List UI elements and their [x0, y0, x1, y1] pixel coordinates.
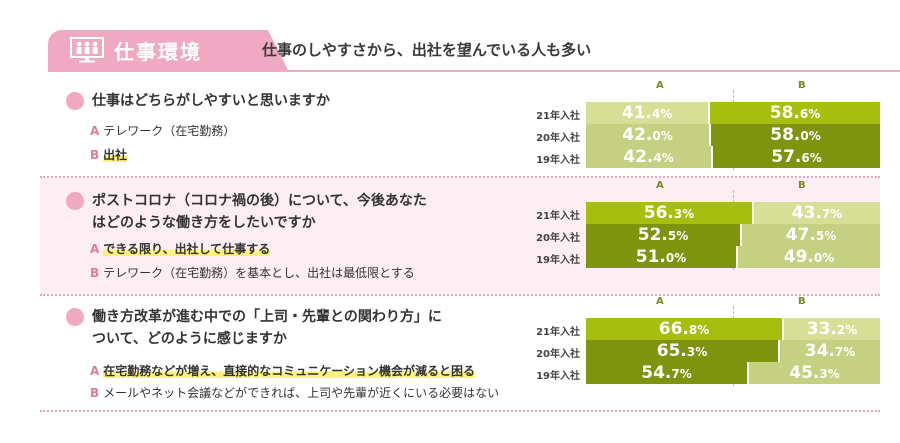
page-title: 仕事環境: [114, 40, 202, 64]
series-label-a: A: [656, 80, 664, 91]
page-subtitle: 仕事のしやすさから、出社を望んでいる人も多い: [262, 41, 592, 59]
option-text: メールやネット会議などができれば、上司や先輩が近くにいる必要はない: [103, 386, 500, 400]
answer-option-a: A テレワーク（在宅勤務）: [90, 122, 235, 139]
option-text: できる限り、出社して仕事する: [103, 242, 271, 256]
row-label: 21年入社: [536, 327, 580, 338]
series-label-b: B: [798, 296, 806, 307]
data-label: 42.4%: [623, 147, 674, 167]
data-label: 42.0%: [622, 125, 673, 145]
bar-b: 58.6%: [710, 102, 880, 124]
question-text: 働き方改革が進む中での「上司・先輩との関わり方」について、どのように感じますか: [66, 306, 452, 350]
row-label: 19年入社: [536, 155, 580, 166]
option-key: B: [90, 266, 100, 280]
data-label: 47.5%: [785, 225, 837, 245]
option-key: B: [90, 148, 100, 162]
question-label: 働き方改革が進む中での「上司・先輩との関わり方」について、どのように感じますか: [92, 309, 442, 347]
row-label: 21年入社: [536, 111, 580, 122]
option-key: B: [90, 386, 100, 400]
data-label: 43.7%: [791, 203, 843, 223]
question-block: 仕事はどちらがしやすいと思いますか A テレワーク（在宅勤務） B 出社 A B 21年入社 4…: [40, 80, 880, 190]
bar-a: 66.8%: [586, 318, 782, 340]
question-text: ポストコロナ（コロナ禍の後）について、今後あなたはどのような働き方をしたいですか: [66, 190, 432, 234]
series-label-b: B: [798, 80, 806, 91]
question-bullet: [66, 192, 84, 210]
data-label: 34.7%: [804, 341, 856, 361]
header-tab: 仕事環境: [48, 30, 288, 70]
question-text: 仕事はどちらがしやすいと思いますか: [66, 90, 452, 112]
data-label: 65.3%: [656, 341, 708, 361]
header-underline: [48, 70, 900, 72]
answer-option-b: B 出社: [90, 146, 128, 163]
answer-option-b: B テレワーク（在宅勤務）を基本とし、出社は最低限とする: [90, 264, 415, 281]
bar-b: 58.0%: [711, 124, 880, 146]
data-label: 57.6%: [771, 147, 822, 167]
bar-b: 49.0%: [738, 246, 880, 268]
option-text: テレワーク（在宅勤務）: [103, 124, 236, 138]
row-label: 19年入社: [536, 255, 580, 266]
row-label: 20年入社: [536, 233, 580, 244]
bar-a: 42.0%: [586, 124, 709, 146]
bar-a: 51.0%: [586, 246, 736, 268]
option-key: A: [90, 364, 100, 378]
bar-a: 42.4%: [586, 146, 711, 168]
question-bullet: [66, 308, 84, 326]
data-label: 54.7%: [641, 363, 692, 383]
series-label-a: A: [656, 296, 664, 307]
section-header: 仕事環境 仕事のしやすさから、出社を望んでいる人も多い: [40, 30, 900, 72]
section-divider: [40, 176, 880, 178]
option-text: 出社: [103, 148, 128, 162]
series-label-b: B: [798, 180, 806, 191]
answer-option-a: A できる限り、出社して仕事する: [90, 240, 271, 257]
bar-b: 43.7%: [754, 202, 880, 224]
series-label-a: A: [656, 180, 664, 191]
data-label: 58.6%: [769, 103, 821, 123]
data-label: 52.5%: [637, 225, 689, 245]
question-label: ポストコロナ（コロナ禍の後）について、今後あなたはどのような働き方をしたいですか: [92, 193, 427, 231]
bar-b: 33.2%: [784, 318, 880, 340]
stacked-bar-chart: A B 21年入社 66.8% 33.2% 20年入社 65.3% 34.7% 19年入社 54.…: [530, 296, 880, 388]
bar-b: 47.5%: [742, 224, 880, 246]
answer-option-b: B メールやネット会議などができれば、上司や先輩が近くにいる必要はない: [90, 384, 499, 401]
row-label: 20年入社: [536, 349, 580, 360]
row-label: 21年入社: [536, 211, 580, 222]
data-label: 45.3%: [789, 363, 840, 383]
bar-b: 34.7%: [780, 340, 880, 362]
bar-b: 57.6%: [713, 146, 880, 168]
section-background-2: [40, 178, 880, 294]
option-text: テレワーク（在宅勤務）を基本とし、出社は最低限とする: [103, 266, 415, 280]
data-label: 56.3%: [643, 203, 695, 223]
data-label: 51.0%: [635, 247, 687, 267]
section-divider: [40, 410, 880, 412]
question-bullet: [66, 92, 84, 110]
option-key: A: [90, 124, 100, 138]
stacked-bar-chart: A B 21年入社 56.3% 43.7% 20年入社 52.5% 47.5% 19年入社 51.…: [530, 180, 880, 272]
question-block: 働き方改革が進む中での「上司・先輩との関わり方」について、どのように感じますか A…: [40, 296, 880, 406]
bar-a: 65.3%: [586, 340, 778, 362]
bar-a: 56.3%: [586, 202, 752, 224]
data-label: 66.8%: [658, 319, 710, 339]
stacked-bar-chart: A B 21年入社 41.4% 58.6% 20年入社 42.0% 58.0% 19年入社 42.…: [530, 80, 880, 172]
option-text: 在宅勤務などが増え、直接的なコミュニケーション機会が減ると困る: [103, 364, 476, 378]
bar-a: 41.4%: [586, 102, 708, 124]
row-label: 19年入社: [536, 371, 580, 382]
option-key: A: [90, 242, 100, 256]
meeting-people-icon: [70, 37, 104, 63]
section-divider: [40, 294, 880, 296]
question-block: ポストコロナ（コロナ禍の後）について、今後あなたはどのような働き方をしたいですか…: [40, 180, 880, 290]
data-label: 58.0%: [770, 125, 821, 145]
answer-option-a: A 在宅勤務などが増え、直接的なコミュニケーション機会が減ると困る: [90, 362, 476, 379]
bar-a: 52.5%: [586, 224, 740, 246]
bar-a: 54.7%: [586, 362, 747, 384]
question-label: 仕事はどちらがしやすいと思いますか: [92, 93, 330, 109]
data-label: 33.2%: [806, 319, 858, 339]
data-label: 41.4%: [621, 103, 673, 123]
row-label: 20年入社: [536, 133, 580, 144]
bar-b: 45.3%: [749, 362, 880, 384]
data-label: 49.0%: [783, 247, 835, 267]
